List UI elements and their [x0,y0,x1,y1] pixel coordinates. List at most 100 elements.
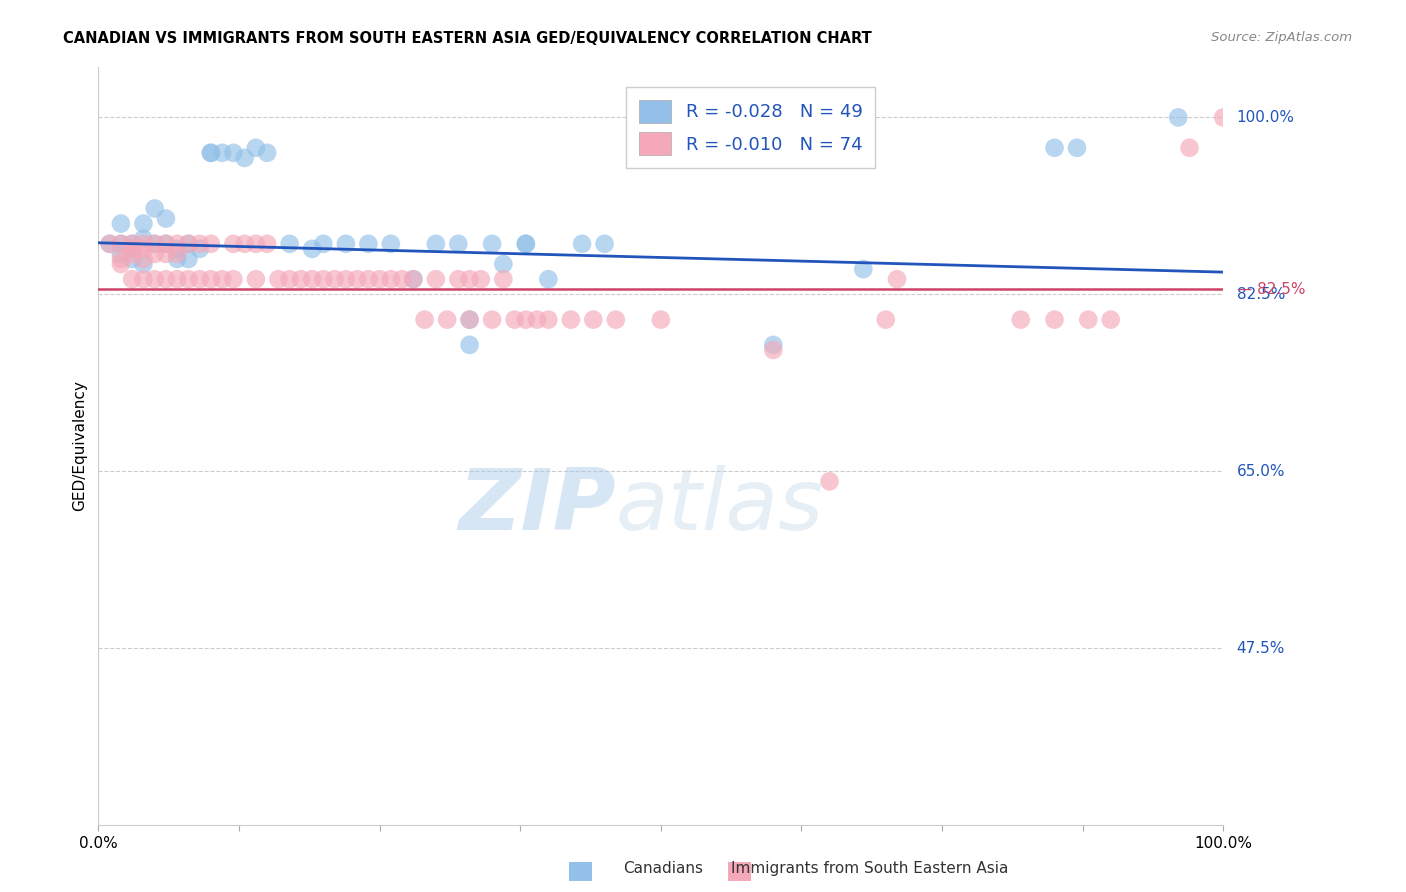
Point [132,272,155,286]
Point [346,272,368,286]
Point [188,242,211,256]
Point [312,272,335,286]
Point [458,312,481,326]
Point [132,232,155,246]
Point [605,312,627,326]
Point [132,242,155,256]
Point [143,247,166,261]
Point [1212,111,1234,125]
Point [211,145,233,160]
Point [267,272,290,286]
Point [335,272,357,286]
Point [515,236,537,251]
Point [233,236,256,251]
Point [447,236,470,251]
Point [1043,312,1066,326]
Point [458,338,481,352]
Point [256,145,278,160]
Point [177,252,200,266]
Point [177,236,200,251]
Y-axis label: GED/Equivalency: GED/Equivalency [72,381,87,511]
Point [582,312,605,326]
Text: — 82.5%: — 82.5% [1237,282,1305,297]
Point [1178,141,1201,155]
Point [132,257,155,271]
Point [391,272,413,286]
Point [515,236,537,251]
Point [121,236,143,251]
Point [222,272,245,286]
Text: Immigrants from South Eastern Asia: Immigrants from South Eastern Asia [731,861,1008,876]
Point [436,312,458,326]
Point [278,236,301,251]
Point [1077,312,1099,326]
Point [132,217,155,231]
Point [211,272,233,286]
Point [110,257,132,271]
Point [245,272,267,286]
Point [110,252,132,266]
Point [425,272,447,286]
Point [121,247,143,261]
Point [110,217,132,231]
Point [470,272,492,286]
Text: atlas: atlas [616,465,824,549]
Point [98,236,121,251]
Point [155,247,177,261]
Point [155,236,177,251]
Point [1043,141,1066,155]
Text: CANADIAN VS IMMIGRANTS FROM SOUTH EASTERN ASIA GED/EQUIVALENCY CORRELATION CHART: CANADIAN VS IMMIGRANTS FROM SOUTH EASTER… [63,31,872,46]
Point [447,272,470,286]
Point [278,272,301,286]
Point [121,236,143,251]
Point [886,272,908,286]
Point [177,272,200,286]
Point [402,272,425,286]
Point [166,272,188,286]
Point [245,141,267,155]
Point [1167,111,1189,125]
Point [200,272,222,286]
Point [560,312,582,326]
Text: ZIP: ZIP [458,465,616,549]
Point [155,236,177,251]
Legend: R = -0.028   N = 49, R = -0.010   N = 74: R = -0.028 N = 49, R = -0.010 N = 74 [626,87,876,168]
Point [368,272,391,286]
Text: 100.0%: 100.0% [1237,110,1295,125]
Point [155,211,177,226]
Point [222,145,245,160]
Point [335,236,357,251]
Point [132,252,155,266]
Point [121,242,143,256]
Point [875,312,897,326]
Point [121,272,143,286]
Point [143,202,166,216]
Point [515,312,537,326]
Point [245,236,267,251]
Point [166,242,188,256]
Point [200,236,222,251]
Point [1066,141,1088,155]
Point [481,312,503,326]
Point [357,272,380,286]
Point [301,272,323,286]
Point [762,338,785,352]
Point [233,151,256,165]
Point [143,236,166,251]
Point [593,236,616,251]
Point [301,242,323,256]
Text: 82.5%: 82.5% [1237,287,1285,301]
Point [526,312,548,326]
Point [571,236,593,251]
Point [650,312,672,326]
Point [256,236,278,251]
Point [852,262,875,277]
Point [413,312,436,326]
Point [98,236,121,251]
Point [492,257,515,271]
Point [323,272,346,286]
Point [121,252,143,266]
Point [357,236,380,251]
Point [166,236,188,251]
Text: 47.5%: 47.5% [1237,640,1285,656]
